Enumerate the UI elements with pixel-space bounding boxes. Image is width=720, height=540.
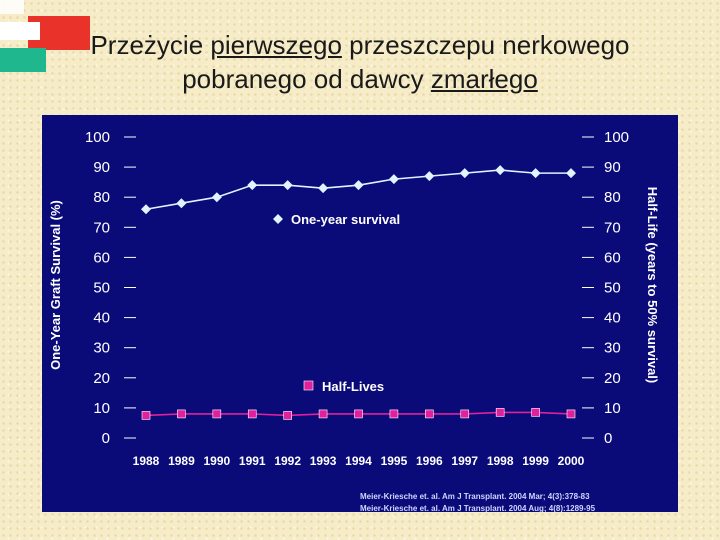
citation-line-2: Meier-Kriesche et. al. Am J Transplant. …	[360, 504, 596, 512]
y-axis-tick-label: 70	[93, 219, 110, 236]
x-axis-tick-label: 1995	[381, 454, 408, 468]
x-axis-tick-label: 1988	[133, 454, 160, 468]
x-axis-tick-label: 2000	[558, 454, 585, 468]
y-axis-tick-label: 10	[93, 400, 110, 417]
data-point-square	[177, 409, 186, 419]
data-point-diamond	[318, 183, 329, 194]
data-point-square	[318, 409, 328, 419]
legend-marker-square	[303, 380, 314, 391]
legend-label: Half-Lives	[322, 379, 384, 394]
y-axis-tick-label: 90	[93, 159, 110, 176]
data-point-diamond	[282, 180, 293, 191]
data-point-diamond	[495, 165, 506, 176]
y2-axis-tick-label: 10	[604, 400, 621, 417]
y-axis-tick-label: 30	[93, 340, 110, 357]
data-point-diamond	[353, 180, 364, 191]
title-segment: zmarłego	[430, 64, 538, 94]
y-axis-tick-label: 0	[102, 430, 110, 447]
x-axis-tick-label: 1991	[239, 454, 266, 468]
citation-line-1: Meier-Kriesche et. al. Am J Transplant. …	[360, 492, 590, 501]
data-point-diamond	[424, 171, 435, 182]
y2-axis-tick-label: 70	[604, 219, 621, 236]
data-point-diamond	[566, 168, 576, 179]
data-point-square	[354, 409, 363, 419]
data-point-diamond	[176, 198, 187, 209]
series-layer	[141, 165, 576, 420]
legend-layer: One-year survival Half-Lives	[273, 212, 400, 394]
data-point-square	[247, 409, 257, 419]
x-axis-tick-label: 1994	[345, 454, 372, 468]
title-segment: przeszczepu nerkowego	[341, 30, 630, 60]
data-point-diamond	[530, 168, 541, 179]
data-point-diamond	[141, 204, 151, 215]
chart-panel: 0 0 10 10 20 20 30 30 40 40 50 50 60 60 70 70 80 80 90 90 10…	[42, 115, 678, 513]
y2-axis-tick-label: 90	[604, 159, 621, 176]
y-axis-label: One-Year Graft Survival (%)	[48, 200, 63, 370]
y-axis-tick-label: 40	[93, 310, 110, 327]
y2-axis-tick-label: 40	[604, 310, 621, 327]
x-axis-tick-label: 1990	[203, 454, 230, 468]
corner-decoration-teal	[0, 48, 46, 72]
title-segment: pierwszego	[210, 30, 342, 60]
axes-layer: 0 0 10 10 20 20 30 30 40 40 50 50 60 60 70 70 80 80 90 90 10…	[85, 129, 629, 468]
title-segment: pobranego od dawcy	[182, 64, 431, 94]
data-point-square	[495, 408, 505, 417]
data-point-diamond	[211, 192, 222, 203]
y-axis-tick-label: 50	[93, 280, 110, 297]
x-axis-tick-label: 1998	[487, 454, 514, 468]
chart-svg: 0 0 10 10 20 20 30 30 40 40 50 50 60 60 70 70 80 80 90 90 10…	[48, 129, 660, 513]
y2-axis-tick-label: 20	[604, 370, 621, 387]
y2-axis-tick-label: 50	[604, 280, 621, 297]
data-point-square	[566, 409, 576, 419]
y2-axis-tick-label: 60	[604, 249, 621, 266]
slide-title: Przeżycie pierwszego przeszczepu nerkowe…	[0, 28, 720, 96]
corner-decoration-white-top	[0, 0, 24, 14]
data-point-square	[460, 409, 470, 419]
title-segment: Przeżycie	[90, 30, 211, 60]
y2-axis-tick-label: 30	[604, 340, 621, 357]
x-axis-tick-label: 1992	[274, 454, 301, 468]
y-axis-tick-label: 80	[93, 189, 110, 206]
x-axis-tick-label: 1999	[522, 454, 549, 468]
data-point-diamond	[247, 180, 258, 191]
x-axis-tick-label: 1993	[310, 454, 337, 468]
data-point-square	[212, 409, 222, 419]
x-axis-tick-label: 1996	[416, 454, 443, 468]
y-axis-tick-label: 20	[93, 370, 110, 387]
legend-marker-diamond	[273, 214, 283, 224]
y-axis-tick-label: 60	[93, 249, 110, 266]
data-point-square	[425, 409, 434, 419]
data-point-diamond	[388, 174, 399, 185]
corner-decoration-white	[0, 22, 40, 40]
x-axis-tick-label: 1989	[168, 454, 195, 468]
y2-axis-tick-label: 0	[604, 430, 612, 447]
title-line-2: pobranego od dawcy zmarłego	[0, 62, 720, 96]
title-line-1: Przeżycie pierwszego przeszczepu nerkowe…	[0, 28, 720, 62]
data-point-square	[141, 411, 151, 420]
data-point-square	[389, 409, 399, 419]
data-point-diamond	[459, 168, 470, 179]
y2-axis-label: Half-Life (years to 50% survival)	[645, 187, 660, 384]
y2-axis-tick-label: 80	[604, 189, 621, 206]
data-point-square	[531, 408, 540, 417]
y2-axis-tick-label: 100	[604, 129, 629, 146]
x-axis-tick-label: 1997	[451, 454, 478, 468]
y-axis-tick-label: 100	[85, 129, 110, 146]
data-point-square	[283, 411, 292, 420]
legend-label: One-year survival	[291, 212, 400, 227]
